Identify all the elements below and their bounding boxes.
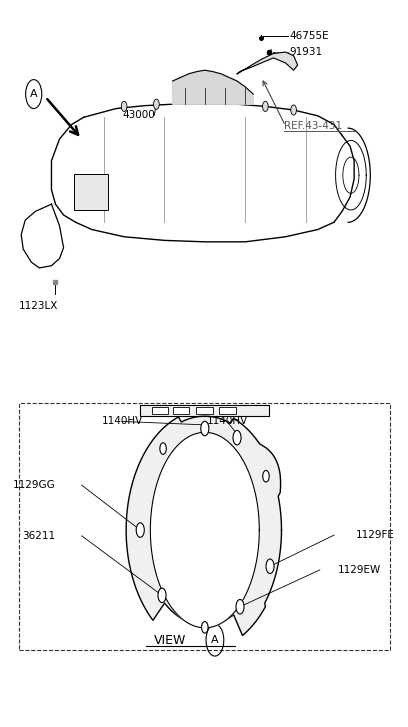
Circle shape [263,470,269,482]
Circle shape [158,588,166,603]
Circle shape [121,101,127,111]
Circle shape [262,101,268,111]
Bar [196,407,213,414]
Polygon shape [140,405,269,416]
Circle shape [202,622,208,633]
Polygon shape [151,433,259,628]
Circle shape [291,105,297,115]
Circle shape [153,99,159,109]
Circle shape [136,523,144,537]
Circle shape [201,421,209,435]
Text: 43000: 43000 [122,110,155,120]
Circle shape [160,443,166,454]
Text: REF.43-431: REF.43-431 [284,121,341,131]
Bar [173,407,189,414]
Polygon shape [126,416,282,635]
Text: 91931: 91931 [290,47,323,57]
Circle shape [233,430,241,445]
Bar [219,407,236,414]
Text: 36211: 36211 [22,531,55,541]
Text: 1123LX: 1123LX [19,300,59,310]
Text: A: A [30,89,38,99]
Text: 1140HV: 1140HV [102,417,143,427]
Text: 46755E: 46755E [290,31,329,41]
Text: A: A [211,635,219,645]
Text: 1129GG: 1129GG [13,480,55,490]
Circle shape [266,559,274,574]
Bar [19,403,390,649]
Bar [74,174,108,210]
Text: 1129EW: 1129EW [338,565,381,575]
Text: 1129FE: 1129FE [356,530,395,540]
Polygon shape [173,71,253,104]
Text: 1140HV: 1140HV [206,417,248,427]
Circle shape [236,600,244,614]
Text: VIEW: VIEW [154,634,187,646]
Bar [151,407,169,414]
Polygon shape [237,52,298,74]
